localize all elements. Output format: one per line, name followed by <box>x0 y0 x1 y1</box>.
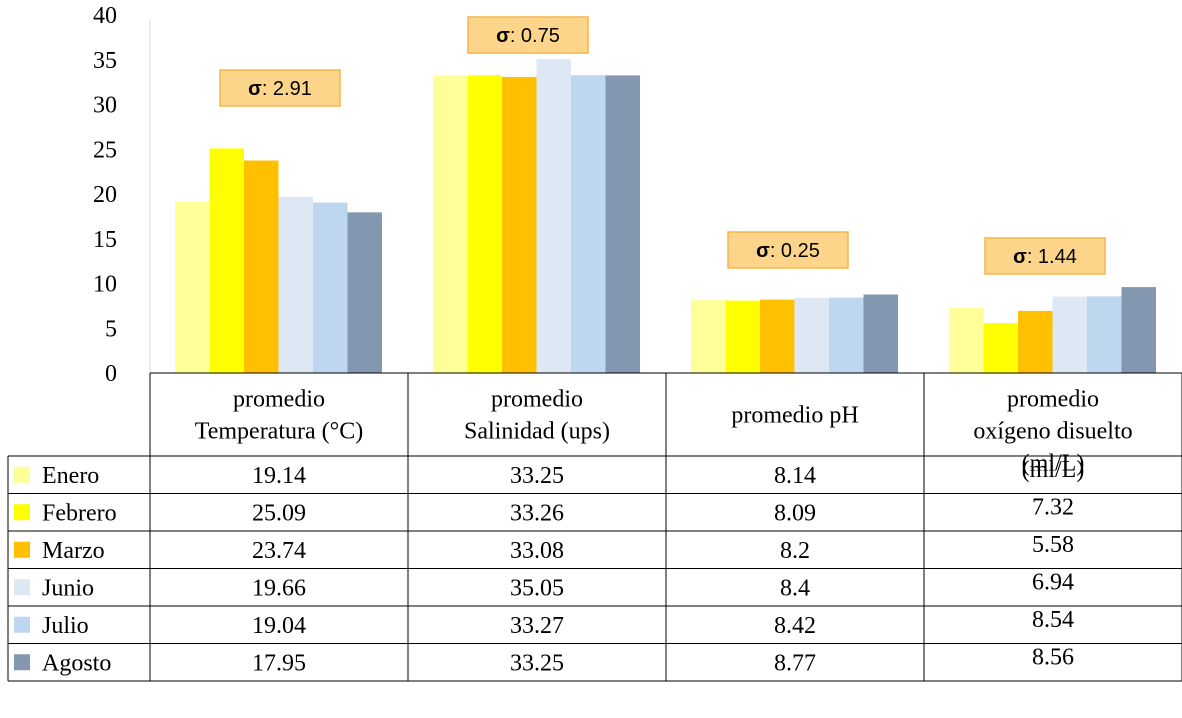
sigma-annotation: σ: 0.25 <box>756 240 820 262</box>
bar <box>278 197 313 373</box>
data-label: 25.09 <box>252 500 306 526</box>
legend-label: Enero <box>42 463 99 489</box>
data-label: 8.42 <box>774 613 816 639</box>
category-label: promedio <box>233 387 325 413</box>
data-label: 8.2 <box>780 538 810 564</box>
bar <box>691 300 726 373</box>
bar <box>313 202 348 373</box>
y-tick-label: 30 <box>93 93 117 119</box>
bar <box>433 75 468 373</box>
bar <box>725 300 760 373</box>
bar <box>983 323 1018 373</box>
y-tick-label: 20 <box>93 182 117 208</box>
y-tick-label: 35 <box>93 48 117 74</box>
data-label: 19.04 <box>252 613 306 639</box>
bar <box>794 297 829 373</box>
legend-key <box>14 466 30 483</box>
legend-label: Julio <box>42 613 89 639</box>
legend-key <box>14 654 30 671</box>
data-label: 8.54 <box>1032 607 1074 633</box>
bar <box>1052 296 1087 373</box>
category-label: promedio <box>491 387 583 413</box>
bar <box>1018 310 1053 373</box>
sigma-annotation: σ: 1.44 <box>1013 246 1077 268</box>
legend-label: Febrero <box>42 500 117 526</box>
data-label: 8.14 <box>774 463 816 489</box>
y-tick-label: 0 <box>105 361 117 387</box>
data-label: 8.4 <box>780 575 810 601</box>
y-tick-label: 25 <box>93 137 117 163</box>
category-label: Temperatura (°C) <box>195 419 364 445</box>
data-label: 8.56 <box>1032 644 1074 670</box>
data-label: 19.66 <box>252 575 306 601</box>
y-tick-label: 15 <box>93 227 117 253</box>
legend-label: Junio <box>42 575 94 601</box>
bar <box>467 75 502 373</box>
sigma-annotation: σ: 2.91 <box>248 78 312 100</box>
data-label: 35.05 <box>510 575 564 601</box>
bar <box>175 201 210 373</box>
data-label: 23.74 <box>252 538 306 564</box>
data-label: 33.08 <box>510 538 564 564</box>
sigma-annotation: σ: 0.75 <box>496 25 560 47</box>
data-label: (ml/L) <box>1022 457 1085 483</box>
sigma-annotation-box <box>727 231 849 269</box>
data-label: 8.09 <box>774 500 816 526</box>
category-label: promedio <box>1007 387 1099 413</box>
data-label: 33.27 <box>510 613 564 639</box>
bar <box>1121 287 1156 373</box>
data-label: 33.25 <box>510 463 564 489</box>
legend-key <box>14 616 30 633</box>
category-label: promedio pH <box>731 403 858 429</box>
legend-label: Marzo <box>42 538 105 564</box>
data-label: 33.25 <box>510 650 564 676</box>
y-tick-label: 40 <box>93 3 117 29</box>
sigma-annotation-box <box>467 16 589 54</box>
data-label: 8.77 <box>774 650 816 676</box>
bar <box>209 148 244 373</box>
sigma-annotation-box <box>219 69 341 107</box>
bar <box>760 299 795 373</box>
legend-key <box>14 504 30 521</box>
legend-label: Agosto <box>42 650 111 676</box>
category-label: (ml/L) <box>1022 451 1085 477</box>
data-label: 6.94 <box>1032 569 1074 595</box>
bar <box>1087 296 1122 373</box>
bar <box>536 59 571 374</box>
bar <box>244 160 279 373</box>
bar <box>605 75 640 373</box>
bar <box>571 75 606 374</box>
bar <box>347 212 382 373</box>
y-tick-label: 5 <box>105 316 117 342</box>
data-label: 33.26 <box>510 500 564 526</box>
sigma-annotation-box <box>984 237 1106 275</box>
data-label: 5.58 <box>1032 532 1074 558</box>
data-label: 19.14 <box>252 463 306 489</box>
bar <box>949 307 984 373</box>
legend-key <box>14 541 30 558</box>
bar <box>863 294 898 373</box>
bar <box>502 76 537 374</box>
bar <box>829 297 864 373</box>
category-label: Salinidad (ups) <box>464 419 610 445</box>
data-label: 17.95 <box>252 650 306 676</box>
category-label: oxígeno disuelto <box>973 419 1132 445</box>
legend-key <box>14 579 30 596</box>
y-tick-label: 10 <box>93 272 117 298</box>
data-label: 7.32 <box>1032 494 1074 520</box>
